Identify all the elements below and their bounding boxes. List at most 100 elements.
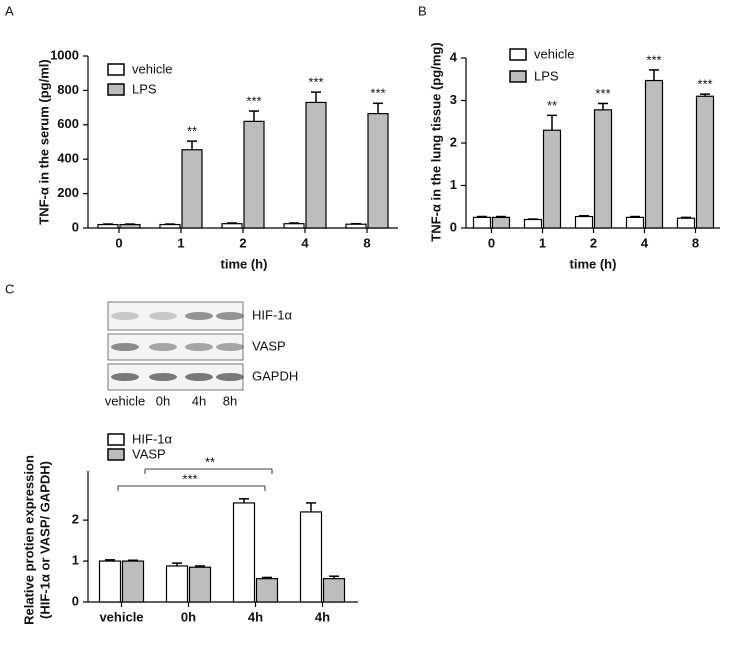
x-tick-label: 0h (181, 609, 196, 624)
blot-band (185, 343, 213, 351)
band-label: VASP (252, 338, 286, 353)
x-tick-label: 1 (539, 235, 546, 250)
bar (345, 223, 367, 229)
bar (695, 95, 715, 229)
legend-swatch (509, 48, 527, 61)
y-tick-label: 4 (450, 49, 458, 64)
x-tick-label: 4 (301, 235, 309, 250)
bar (119, 223, 141, 229)
legend-label: LPS (132, 81, 157, 96)
legend-label: LPS (534, 68, 559, 83)
bar (243, 120, 265, 229)
bar (159, 223, 181, 229)
legend-swatch (107, 83, 125, 96)
bar (221, 223, 243, 229)
x-tick-label: 2 (239, 235, 246, 250)
y-tick-label: 200 (57, 185, 79, 200)
x-tick-label: 0 (115, 235, 122, 250)
y-tick-label: 1 (450, 177, 457, 192)
bar (593, 109, 613, 229)
x-tick-label: 8 (692, 235, 699, 250)
significance-label: ** (547, 98, 557, 113)
bar (255, 578, 279, 603)
blot-band (149, 373, 177, 381)
band-label: HIF-1α (252, 307, 293, 322)
x-tick-label: 1 (177, 235, 184, 250)
panel-label: B (418, 3, 427, 18)
bar (299, 511, 323, 603)
blot-band (216, 343, 244, 351)
bar (644, 79, 664, 229)
panel-label: A (5, 3, 14, 18)
bar (98, 560, 122, 603)
bar (232, 502, 256, 603)
y-tick-label: 2 (450, 134, 457, 149)
legend-swatch (107, 63, 125, 76)
bar (625, 216, 645, 229)
blot-band (111, 373, 139, 381)
x-tick-label: 4 (641, 235, 649, 250)
bar (97, 223, 119, 229)
legend-label: HIF-1α (132, 431, 173, 446)
blot-band (111, 343, 139, 351)
bar (188, 566, 212, 603)
bracket-label: ** (205, 454, 215, 469)
bar (472, 216, 492, 229)
blot-band (185, 373, 213, 381)
legend-swatch (107, 433, 125, 446)
significance-label: *** (370, 86, 385, 101)
lane-label: 8h (223, 393, 237, 408)
legend-label: vehicle (132, 61, 172, 76)
lane-label: vehicle (105, 393, 145, 408)
x-tick-label: 8 (363, 235, 370, 250)
x-tick-label: 4h (315, 609, 330, 624)
legend-label: vehicle (534, 46, 574, 61)
y-tick-label: 800 (57, 82, 79, 97)
significance-label: *** (308, 75, 323, 90)
bar (676, 217, 696, 229)
bar (305, 101, 327, 229)
blot-band (185, 312, 213, 320)
legend-swatch (107, 448, 125, 461)
bar (574, 215, 594, 229)
legend-label: VASP (132, 446, 166, 461)
y-tick-label: 1000 (50, 47, 79, 62)
y-axis-label: Relative protien expression (21, 455, 36, 625)
blot-band (216, 373, 244, 381)
legend-swatch (509, 70, 527, 83)
y-tick-label: 0 (72, 593, 79, 608)
lane-label: 4h (192, 393, 206, 408)
bar (322, 578, 346, 603)
y-tick-label: 0 (72, 219, 79, 234)
x-tick-label: 0 (488, 235, 495, 250)
y-tick-label: 400 (57, 151, 79, 166)
bar (165, 565, 189, 603)
bracket-label: *** (182, 471, 197, 486)
x-axis-label: time (h) (570, 256, 617, 271)
panel-label: C (5, 281, 14, 296)
blot-band (111, 312, 139, 320)
x-tick-label: 4h (248, 609, 263, 624)
significance-label: ** (187, 124, 197, 139)
bar (491, 216, 511, 229)
lane-label: 0h (156, 393, 170, 408)
x-tick-label: 2 (590, 235, 597, 250)
y-axis-label: TNF-α in the serum (pg/ml) (36, 59, 51, 224)
band-label: GAPDH (252, 368, 298, 383)
blot-band (149, 312, 177, 320)
y-tick-label: 0 (450, 219, 457, 234)
bar (542, 129, 562, 229)
y-tick-label: 3 (450, 92, 457, 107)
y-tick-label: 2 (72, 512, 79, 527)
bar (367, 113, 389, 229)
y-tick-label: 600 (57, 116, 79, 131)
y-axis-label: (HIF-1α or VASP/ GAPDH) (37, 461, 52, 619)
significance-label: *** (595, 86, 610, 101)
bar (181, 149, 203, 229)
significance-label: *** (646, 52, 661, 67)
x-tick-label: vehicle (99, 609, 143, 624)
significance-label: *** (697, 77, 712, 92)
blot-band (149, 343, 177, 351)
blot-band (216, 312, 244, 320)
